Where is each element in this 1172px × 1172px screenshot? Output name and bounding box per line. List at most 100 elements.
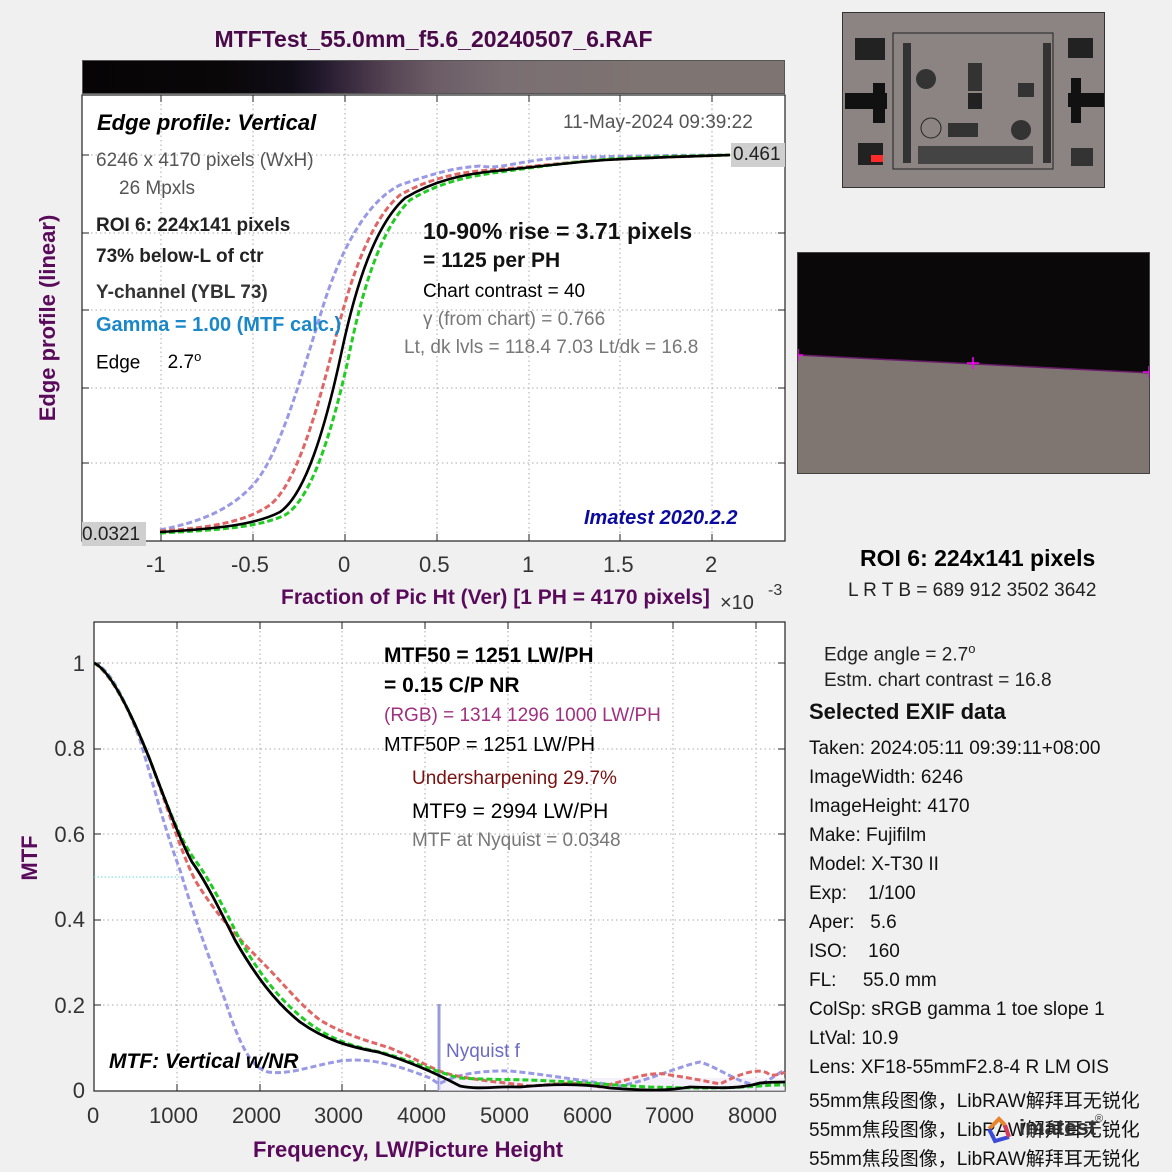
- x-exponent-base: ×10: [720, 592, 754, 614]
- exif-line: ImageWidth: 6246: [809, 767, 964, 788]
- roi-bounds: L R T B = 689 912 3502 3642: [848, 580, 1097, 601]
- chart-contrast: Chart contrast = 40: [423, 281, 586, 302]
- nyquist-label: Nyquist f: [446, 1041, 520, 1062]
- x-exponent-power: -3: [768, 582, 783, 599]
- tick-label: 0.8: [54, 736, 85, 761]
- edge-xlabel: Fraction of Pic Ht (Ver) [1 PH = 4170 pi…: [281, 586, 710, 609]
- light-dark-levels: Lt, dk lvls = 118.4 7.03 Lt/dk = 16.8: [404, 337, 699, 358]
- exif-line: ImageHeight: 4170: [809, 796, 970, 817]
- edge-profile-curves: [159, 153, 731, 535]
- roi-location: 73% below-L of ctr: [96, 246, 264, 267]
- mtf-at-nyquist: MTF at Nyquist = 0.0348: [412, 830, 621, 851]
- rise-distance: 10-90% rise = 3.71 pixels: [423, 218, 693, 244]
- mtf-curve-blue: [93, 661, 786, 1088]
- timestamp: 11-May-2024 09:39:22: [563, 112, 753, 133]
- mtf50-value: MTF50 = 1251 LW/PH: [384, 644, 594, 667]
- edge-curve-blue: [159, 153, 731, 532]
- tick-label: 0.2: [54, 993, 85, 1018]
- file-title: MTFTest_55.0mm_f5.6_20240507_6.RAF: [214, 26, 653, 52]
- tick-label: 4000: [397, 1103, 446, 1128]
- tick-label: 1.5: [603, 552, 634, 577]
- tick-label: 0: [338, 552, 351, 577]
- exif-heading: Selected EXIF data: [809, 699, 1006, 724]
- mtf-panel-title: MTF: Vertical w/NR: [109, 1050, 299, 1073]
- tick-label: 0.5: [419, 552, 450, 577]
- rise-per-ph: = 1125 per PH: [423, 249, 561, 272]
- test-chart-image: [843, 13, 1104, 187]
- mtf50-cp: = 0.15 C/P NR: [384, 674, 520, 697]
- tick-label: -0.5: [231, 552, 269, 577]
- exif-line: ISO: 160: [809, 941, 900, 962]
- tick-label: 0.4: [54, 907, 85, 932]
- tick-label: 0.6: [54, 822, 85, 847]
- edge-curve-luminance: [159, 153, 731, 534]
- roi-edge-markers: [798, 349, 1149, 378]
- tick-label: 6000: [563, 1103, 612, 1128]
- imatest-logo-icon: [987, 1116, 1011, 1144]
- undersharpening: Undersharpening 29.7%: [412, 768, 617, 789]
- edge-angle-value: 2.7: [167, 352, 195, 374]
- imatest-logo: imatest ®: [985, 1113, 1110, 1147]
- mtf-xticks: 0 1000 2000 3000 4000 5000 6000 7000 800…: [0, 1103, 800, 1131]
- roi-chart-contrast: Estm. chart contrast = 16.8: [824, 670, 1052, 691]
- mtf50-rgb: (RGB) = 1314 1296 1000 LW/PH: [384, 705, 661, 726]
- image-size: 6246 x 4170 pixels (WxH): [96, 150, 314, 171]
- exif-line: Make: Fujifilm: [809, 825, 927, 846]
- tick-label: 1: [522, 552, 535, 577]
- exif-line: 55mm焦段图像，LibRAW解拜耳无锐化: [809, 1120, 1140, 1141]
- mtf50p-value: MTF50P = 1251 LW/PH: [384, 734, 596, 756]
- exif-line: Model: X-T30 II: [809, 854, 939, 875]
- mtf9-value: MTF9 = 2994 LW/PH: [412, 800, 609, 823]
- tick-label: 0: [87, 1103, 100, 1128]
- roi-highlight: [871, 155, 883, 162]
- exif-line: Aper: 5.6: [809, 912, 897, 933]
- exif-line: LtVal: 10.9: [809, 1028, 899, 1049]
- gamma-info: Gamma = 1.00 (MTF calc.): [96, 314, 342, 336]
- mtf-curve-luminance: [93, 661, 786, 1092]
- tick-label: 2000: [232, 1103, 281, 1128]
- tick-label: 7000: [645, 1103, 694, 1128]
- exif-line: FL: 55.0 mm: [809, 970, 937, 991]
- max-value: 0.461: [733, 144, 781, 165]
- roi-image[interactable]: [797, 252, 1150, 474]
- chart-thumbnail[interactable]: [842, 12, 1105, 188]
- mtf-curves: [93, 661, 786, 1092]
- min-value: 0.0321: [82, 524, 141, 545]
- edge-xticks: -1 -0.5 0 0.5 1 1.5 2: [0, 552, 800, 580]
- edge-angle-label: Edge 2.7o: [96, 349, 201, 374]
- gamma-from-chart: γ (from chart) = 0.766: [423, 309, 606, 330]
- tick-label: 3000: [314, 1103, 363, 1128]
- imatest-version: Imatest 2020.2.2: [584, 507, 738, 529]
- tick-label: 0: [72, 1078, 85, 1103]
- channel-info: Y-channel (YBL 73): [96, 282, 268, 303]
- exif-line: Lens: XF18-55mmF2.8-4 R LM OIS: [809, 1057, 1109, 1078]
- exif-line: 55mm焦段图像，LibRAW解拜耳无锐化: [809, 1149, 1140, 1170]
- max-value-box: [731, 143, 785, 167]
- tick-label: -1: [146, 552, 166, 577]
- mtf-curve-red: [93, 661, 786, 1089]
- roi-info: ROI 6: 224x141 pixels: [96, 215, 291, 236]
- registered-mark: ®: [1095, 1113, 1104, 1125]
- tick-label: 5000: [480, 1103, 529, 1128]
- edge-panel-title: Edge profile: Vertical: [97, 110, 317, 135]
- min-value-box: [82, 522, 146, 546]
- degree-symbol: o: [968, 641, 976, 656]
- exif-line: Exp: 1/100: [809, 883, 916, 904]
- x-exponent: ×10 -3: [720, 582, 782, 615]
- exif-line: 55mm焦段图像，LibRAW解拜耳无锐化: [809, 1091, 1140, 1112]
- edge-gradient-bar: [82, 60, 785, 94]
- exif-line: ColSp: sRGB gamma 1 toe slope 1: [809, 999, 1105, 1020]
- roi-edge-angle-value: Edge angle = 2.7: [824, 644, 969, 666]
- mtf-xlabel: Frequency, LW/Picture Height: [253, 1137, 564, 1162]
- tick-label: 1000: [149, 1103, 198, 1128]
- exif-line: Taken: 2024:05:11 09:39:11+08:00: [809, 738, 1101, 759]
- megapixels: 26 Mpxls: [119, 178, 196, 199]
- imatest-logo-text: imatest: [1019, 1115, 1097, 1140]
- mtf-yticks: 0 0.2 0.4 0.6 0.8 1: [40, 0, 90, 1172]
- roi-edge-angle: Edge angle = 2.7o: [824, 641, 975, 666]
- tick-label: 1: [72, 651, 85, 676]
- edge-label: Edge: [96, 352, 141, 374]
- roi-title: ROI 6: 224x141 pixels: [860, 545, 1096, 571]
- tick-label: 2: [705, 552, 718, 577]
